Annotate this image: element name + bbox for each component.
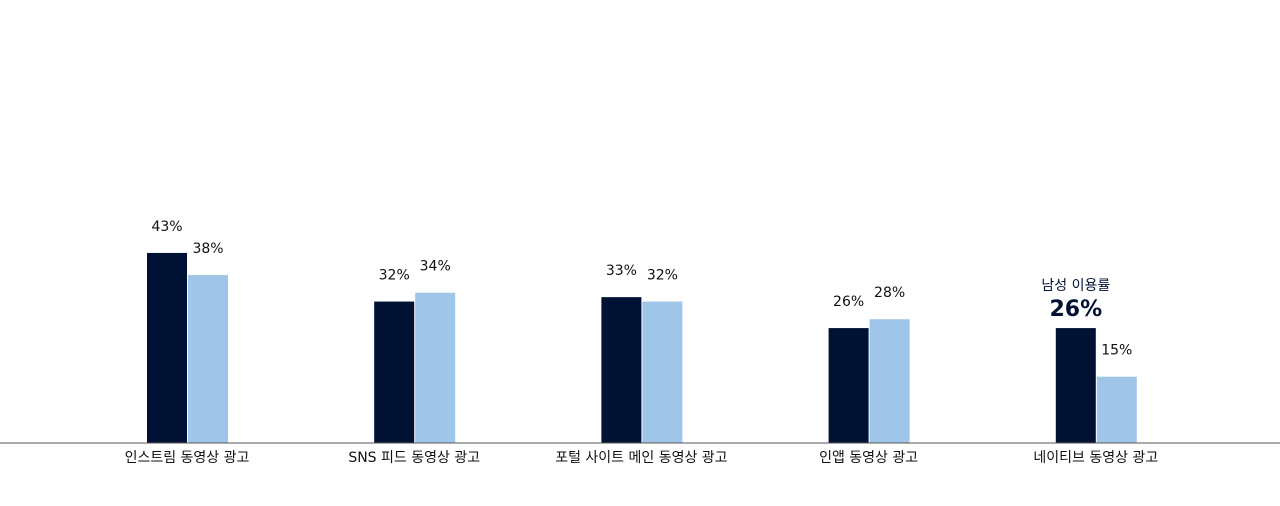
value-label: 32%	[647, 268, 678, 284]
bar	[188, 275, 228, 443]
value-label: 43%	[151, 219, 182, 235]
x-tick-label: 포털 사이트 메인 동영상 광고	[555, 450, 727, 466]
value-label: 32%	[379, 268, 410, 284]
annotation: 남성 이용률	[1041, 278, 1110, 294]
bar	[601, 297, 642, 443]
bar	[374, 301, 415, 443]
highlight-value-label: 26%	[1049, 297, 1102, 322]
value-label: 34%	[420, 259, 451, 275]
bar	[869, 319, 910, 443]
bar	[642, 301, 683, 443]
value-label: 38%	[192, 241, 223, 257]
bar	[147, 252, 187, 443]
x-tick-label: SNS 피드 동영상 광고	[348, 450, 480, 466]
x-tick-label: 네이티브 동영상 광고	[1033, 450, 1158, 466]
value-label: 33%	[606, 263, 637, 279]
value-label: 26%	[833, 294, 864, 310]
bar	[415, 292, 456, 443]
x-tick-label: 인앱 동영상 광고	[819, 450, 918, 466]
bar	[1096, 376, 1137, 443]
value-label: 28%	[874, 285, 905, 301]
bar	[1055, 328, 1096, 443]
value-label: 15%	[1101, 343, 1132, 359]
x-tick-label: 인스트림 동영상 광고	[125, 450, 250, 466]
bar	[828, 328, 869, 443]
